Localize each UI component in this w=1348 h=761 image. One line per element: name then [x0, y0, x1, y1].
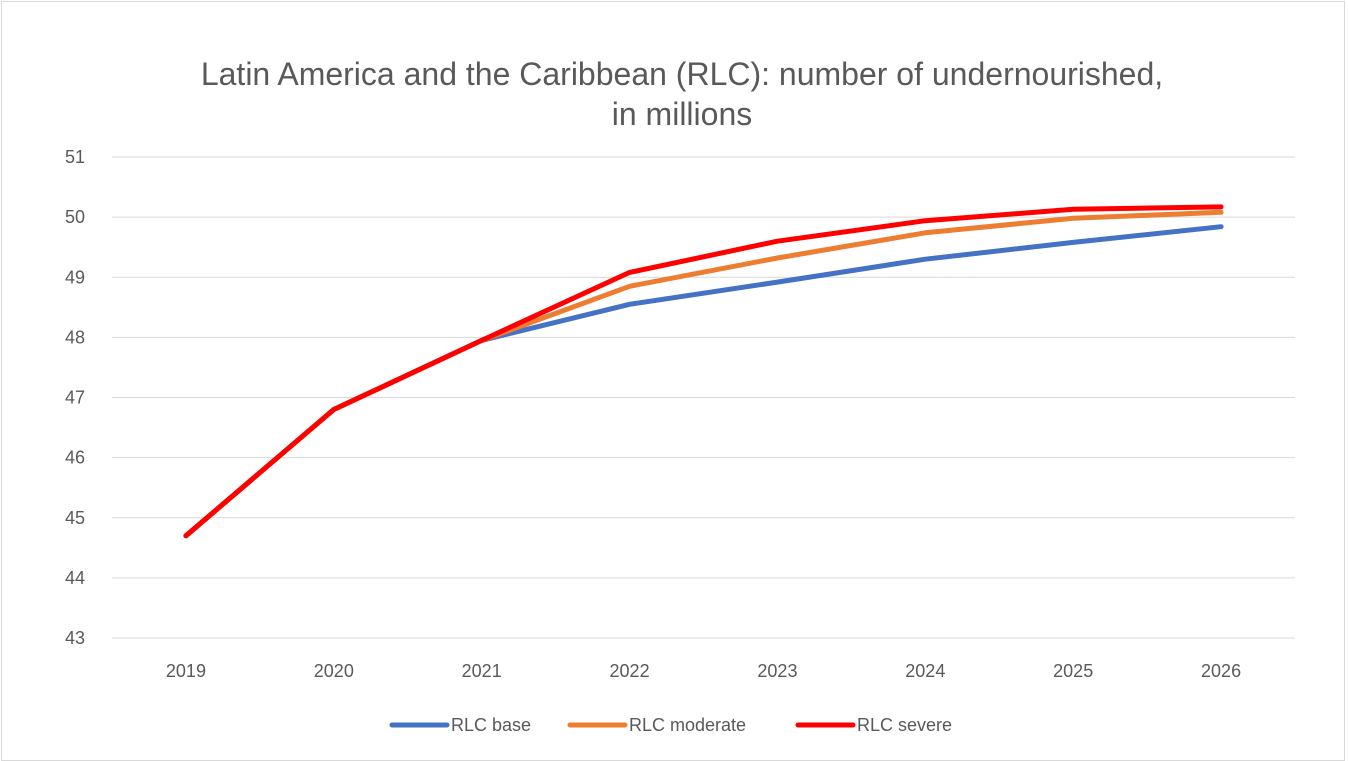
x-tick-label: 2024: [905, 661, 945, 681]
x-tick-label: 2019: [166, 661, 206, 681]
x-tick-label: 2026: [1201, 661, 1241, 681]
y-tick-label: 46: [65, 448, 85, 468]
y-tick-label: 50: [65, 207, 85, 227]
legend-item-rlc-severe: RLC severe: [795, 715, 952, 735]
chart-title-line-1: Latin America and the Caribbean (RLC): n…: [201, 56, 1163, 92]
chart-title: Latin America and the Caribbean (RLC): n…: [201, 56, 1163, 132]
y-tick-label: 48: [65, 327, 85, 347]
legend-label: RLC base: [451, 715, 531, 735]
x-tick-label: 2020: [314, 661, 354, 681]
chart-title-line-2: in millions: [612, 96, 752, 132]
series-line-rlc-moderate: [183, 209, 1224, 539]
x-tick-label: 2021: [462, 661, 502, 681]
legend-label: RLC severe: [857, 715, 952, 735]
gridlines: [112, 156, 1295, 639]
x-axis-tick-labels: 2019 2020 2021 2022 2023 2024 2025 2026: [166, 661, 1241, 681]
y-axis-tick-labels: 43 44 45 46 47 48 49 50 51: [65, 147, 85, 648]
legend: RLC base RLC moderate RLC severe: [389, 715, 952, 735]
x-tick-label: 2023: [757, 661, 797, 681]
y-tick-label: 43: [65, 628, 85, 648]
y-tick-label: 44: [65, 568, 85, 588]
y-tick-label: 45: [65, 508, 85, 528]
y-tick-label: 51: [65, 147, 85, 167]
legend-label: RLC moderate: [629, 715, 746, 735]
x-tick-label: 2025: [1053, 661, 1093, 681]
legend-item-rlc-moderate: RLC moderate: [567, 715, 746, 735]
series-line-rlc-severe: [183, 204, 1224, 539]
x-tick-label: 2022: [610, 661, 650, 681]
series-lines: [183, 204, 1224, 539]
y-tick-label: 47: [65, 388, 85, 408]
y-tick-label: 49: [65, 267, 85, 287]
legend-item-rlc-base: RLC base: [389, 715, 531, 735]
